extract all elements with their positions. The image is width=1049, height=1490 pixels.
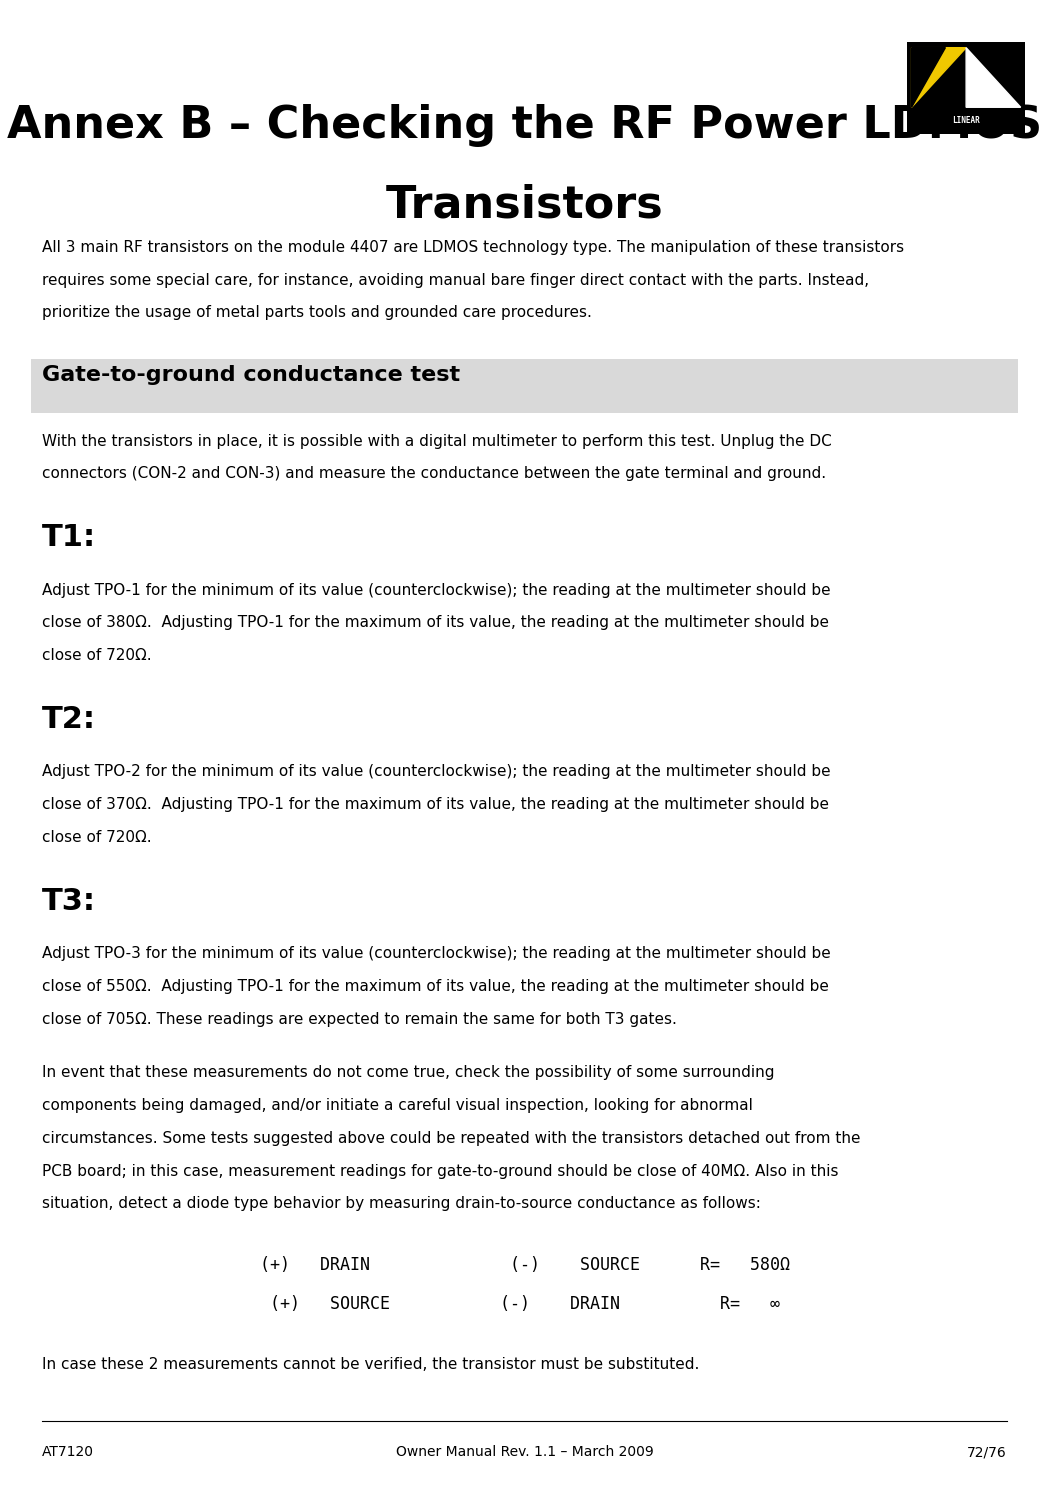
- Text: Owner Manual Rev. 1.1 – March 2009: Owner Manual Rev. 1.1 – March 2009: [395, 1445, 654, 1459]
- Text: All 3 main RF transistors on the module 4407 are LDMOS technology type. The mani: All 3 main RF transistors on the module …: [42, 240, 904, 255]
- Text: close of 550Ω.  Adjusting TPO-1 for the maximum of its value, the reading at the: close of 550Ω. Adjusting TPO-1 for the m…: [42, 979, 829, 994]
- Text: AT7120: AT7120: [42, 1445, 94, 1459]
- Text: Transistors: Transistors: [386, 183, 663, 226]
- Text: close of 370Ω.  Adjusting TPO-1 for the maximum of its value, the reading at the: close of 370Ω. Adjusting TPO-1 for the m…: [42, 797, 829, 812]
- Text: components being damaged, and/or initiate a careful visual inspection, looking f: components being damaged, and/or initiat…: [42, 1098, 753, 1113]
- Text: T1:: T1:: [42, 523, 97, 551]
- Text: Adjust TPO-2 for the minimum of its value (counterclockwise); the reading at the: Adjust TPO-2 for the minimum of its valu…: [42, 764, 831, 779]
- Text: Adjust TPO-1 for the minimum of its value (counterclockwise); the reading at the: Adjust TPO-1 for the minimum of its valu…: [42, 583, 831, 597]
- Text: connectors (CON-2 and CON-3) and measure the conductance between the gate termin: connectors (CON-2 and CON-3) and measure…: [42, 466, 826, 481]
- Text: prioritize the usage of metal parts tools and grounded care procedures.: prioritize the usage of metal parts tool…: [42, 305, 592, 320]
- Text: In event that these measurements do not come true, check the possibility of some: In event that these measurements do not …: [42, 1065, 774, 1080]
- Text: With the transistors in place, it is possible with a digital multimeter to perfo: With the transistors in place, it is pos…: [42, 434, 832, 448]
- Polygon shape: [912, 48, 945, 107]
- Text: T3:: T3:: [42, 887, 95, 915]
- Text: Gate-to-ground conductance test: Gate-to-ground conductance test: [42, 365, 461, 384]
- Text: 72/76: 72/76: [967, 1445, 1007, 1459]
- Polygon shape: [966, 48, 1021, 107]
- FancyBboxPatch shape: [907, 42, 1025, 134]
- Text: close of 720Ω.: close of 720Ω.: [42, 648, 152, 663]
- Polygon shape: [912, 48, 966, 107]
- Text: LINEAR: LINEAR: [952, 116, 980, 125]
- Text: Annex B – Checking the RF Power LDMOS: Annex B – Checking the RF Power LDMOS: [7, 104, 1042, 148]
- Text: requires some special care, for instance, avoiding manual bare finger direct con: requires some special care, for instance…: [42, 273, 869, 288]
- Text: (+)   DRAIN              (-)    SOURCE      R=   580Ω: (+) DRAIN (-) SOURCE R= 580Ω: [259, 1256, 790, 1274]
- Text: Adjust TPO-3 for the minimum of its value (counterclockwise); the reading at the: Adjust TPO-3 for the minimum of its valu…: [42, 946, 831, 961]
- Text: In case these 2 measurements cannot be verified, the transistor must be substitu: In case these 2 measurements cannot be v…: [42, 1357, 700, 1372]
- Text: close of 380Ω.  Adjusting TPO-1 for the maximum of its value, the reading at the: close of 380Ω. Adjusting TPO-1 for the m…: [42, 615, 829, 630]
- Text: T2:: T2:: [42, 705, 95, 733]
- Text: close of 705Ω. These readings are expected to remain the same for both T3 gates.: close of 705Ω. These readings are expect…: [42, 1012, 677, 1027]
- Text: situation, detect a diode type behavior by measuring drain-to-source conductance: situation, detect a diode type behavior …: [42, 1196, 761, 1211]
- Text: (+)   SOURCE           (-)    DRAIN          R=   ∞: (+) SOURCE (-) DRAIN R= ∞: [270, 1295, 779, 1313]
- Text: close of 720Ω.: close of 720Ω.: [42, 830, 152, 845]
- Text: PCB board; in this case, measurement readings for gate-to-ground should be close: PCB board; in this case, measurement rea…: [42, 1164, 838, 1179]
- Text: circumstances. Some tests suggested above could be repeated with the transistors: circumstances. Some tests suggested abov…: [42, 1131, 860, 1146]
- FancyBboxPatch shape: [31, 359, 1018, 413]
